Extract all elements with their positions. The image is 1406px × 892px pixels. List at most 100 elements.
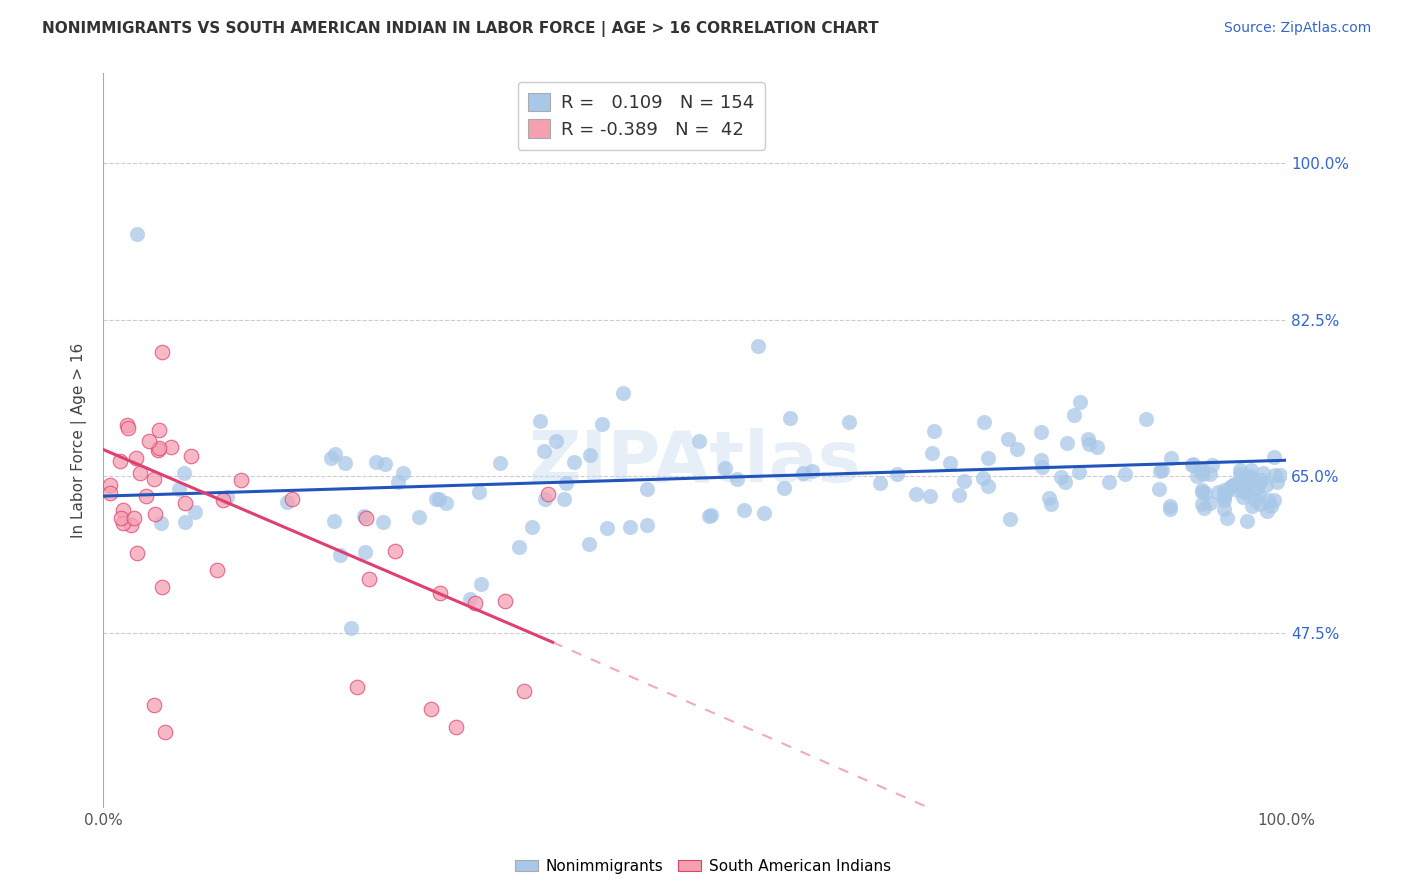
Point (373, 515, 395, 529)
Point (1188, 463, 1211, 477)
Point (1192, 500, 1215, 515)
Point (1069, 465, 1091, 479)
Point (387, 475, 409, 490)
Point (1234, 469, 1257, 483)
Point (153, 724, 176, 739)
Point (1249, 497, 1271, 511)
Point (1181, 458, 1204, 472)
Point (427, 491, 450, 506)
Point (173, 515, 195, 529)
Point (1212, 492, 1234, 507)
Point (534, 491, 557, 506)
Point (150, 345, 173, 359)
Point (329, 548, 352, 562)
Point (1069, 394, 1091, 409)
Point (636, 517, 658, 532)
Point (125, 546, 148, 560)
Point (977, 479, 1000, 493)
Point (1077, 432, 1099, 446)
Point (1213, 487, 1236, 501)
Point (125, 450, 148, 465)
Point (1263, 450, 1285, 465)
Point (1149, 464, 1171, 478)
Point (444, 720, 467, 734)
Point (1191, 483, 1213, 498)
Point (143, 698, 166, 712)
Point (323, 447, 346, 461)
Point (1236, 485, 1258, 500)
Point (1078, 436, 1101, 450)
Point (346, 680, 368, 694)
Point (111, 502, 134, 516)
Point (1206, 485, 1229, 500)
Point (579, 448, 602, 462)
Point (1159, 499, 1181, 513)
Point (353, 508, 375, 523)
Point (142, 472, 165, 486)
Point (1159, 502, 1181, 516)
Text: Source: ZipAtlas.com: Source: ZipAtlas.com (1223, 21, 1371, 35)
Point (1038, 491, 1060, 506)
Point (1244, 492, 1267, 507)
Point (458, 591, 481, 606)
Point (699, 509, 721, 524)
Point (1240, 463, 1263, 477)
Point (1246, 481, 1268, 495)
Point (1005, 442, 1028, 457)
Point (146, 442, 169, 457)
Point (1226, 483, 1249, 497)
Point (392, 467, 415, 481)
Point (869, 475, 891, 490)
Point (953, 474, 976, 488)
Point (276, 495, 298, 509)
Point (508, 540, 530, 554)
Point (1233, 481, 1256, 495)
Point (231, 473, 253, 487)
Point (596, 521, 619, 535)
Point (333, 456, 356, 470)
Text: NONIMMIGRANTS VS SOUTH AMERICAN INDIAN IN LABOR FORCE | AGE > 16 CORRELATION CHA: NONIMMIGRANTS VS SOUTH AMERICAN INDIAN I… (42, 21, 879, 37)
Point (997, 433, 1019, 447)
Point (546, 434, 568, 449)
Point (470, 576, 492, 591)
Point (408, 510, 430, 524)
Point (112, 516, 135, 530)
Point (149, 516, 172, 531)
Point (180, 449, 202, 463)
Point (1213, 483, 1236, 497)
Point (1229, 462, 1251, 476)
Point (1229, 467, 1251, 482)
Point (1054, 475, 1077, 489)
Point (921, 446, 943, 460)
Point (792, 466, 814, 480)
Point (148, 442, 170, 456)
Point (319, 451, 342, 466)
Point (1263, 492, 1285, 507)
Point (359, 573, 381, 587)
Point (1050, 470, 1073, 484)
Point (1191, 484, 1213, 499)
Point (612, 385, 634, 400)
Point (688, 434, 710, 448)
Point (1191, 462, 1213, 476)
Point (340, 622, 363, 636)
Point (1212, 490, 1234, 504)
Point (564, 454, 586, 468)
Point (537, 487, 560, 501)
Point (356, 511, 378, 525)
Point (1098, 475, 1121, 490)
Point (752, 506, 775, 520)
Point (211, 493, 233, 508)
Point (1264, 467, 1286, 482)
Point (1191, 467, 1213, 481)
Point (281, 491, 304, 506)
Point (429, 586, 451, 600)
Legend: Nonimmigrants, South American Indians: Nonimmigrants, South American Indians (509, 853, 897, 880)
Point (1268, 467, 1291, 482)
Point (1247, 488, 1270, 502)
Point (366, 455, 388, 469)
Point (948, 487, 970, 501)
Point (1031, 460, 1053, 475)
Point (489, 456, 512, 470)
Point (110, 511, 132, 525)
